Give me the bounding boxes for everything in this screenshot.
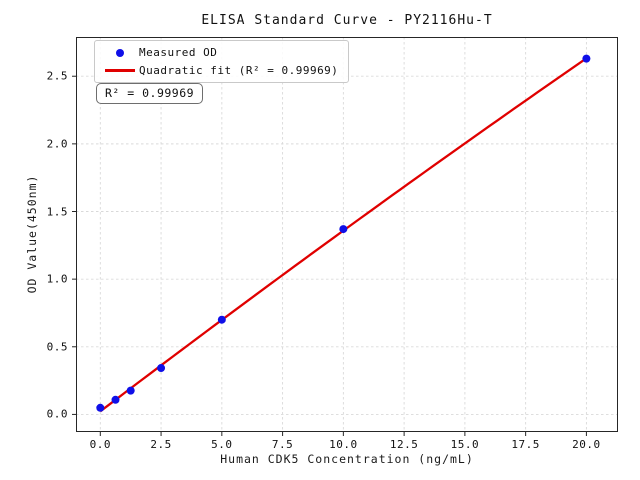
y-axis-label: OD Value(450nm) — [25, 174, 39, 294]
y-tick-label: 2.5 — [46, 69, 68, 83]
scatter-dot-icon — [116, 48, 124, 57]
x-tick-label: 2.5 — [150, 438, 172, 451]
fit-line-icon — [105, 69, 135, 72]
x-tick-label: 15.0 — [450, 438, 480, 451]
data-point — [126, 386, 135, 395]
x-tick-label: 10.0 — [329, 438, 358, 451]
y-tick-label: 2.0 — [46, 137, 68, 151]
data-point — [96, 403, 105, 412]
x-tick-label: 0.0 — [89, 438, 111, 451]
legend: Measured OD Quadratic fit (R² = 0.99969) — [94, 40, 350, 83]
data-point — [217, 315, 226, 324]
x-tick-label: 20.0 — [572, 438, 601, 451]
x-tick-label: 17.5 — [511, 438, 540, 451]
plot-frame — [76, 37, 618, 432]
y-tick-label: 1.5 — [46, 205, 68, 218]
y-tick-label: 0.0 — [46, 407, 68, 421]
r-squared-annotation: R² = 0.99969 — [96, 83, 204, 104]
legend-marker-cell — [101, 69, 139, 72]
data-point — [339, 225, 348, 234]
data-point — [582, 54, 591, 63]
legend-marker-cell — [101, 48, 139, 57]
x-tick-label: 7.5 — [271, 438, 294, 451]
data-point — [111, 395, 120, 404]
x-axis-label: Human CDK5 Concentration (ng/mL) — [220, 452, 474, 466]
legend-item-measured-od: Measured OD — [101, 45, 338, 60]
data-point — [157, 364, 166, 373]
x-tick-label: 5.0 — [211, 438, 233, 451]
legend-item-quadratic-fit: Quadratic fit (R² = 0.99969) — [101, 63, 338, 78]
chart-title: ELISA Standard Curve - PY2116Hu-T — [201, 13, 493, 28]
y-tick-label: 0.5 — [46, 340, 68, 354]
legend-label: Measured OD — [139, 46, 218, 59]
y-tick-label: 1.0 — [46, 272, 68, 286]
legend-label: Quadratic fit (R² = 0.99969) — [139, 64, 339, 77]
x-tick-label: 12.5 — [389, 438, 419, 451]
